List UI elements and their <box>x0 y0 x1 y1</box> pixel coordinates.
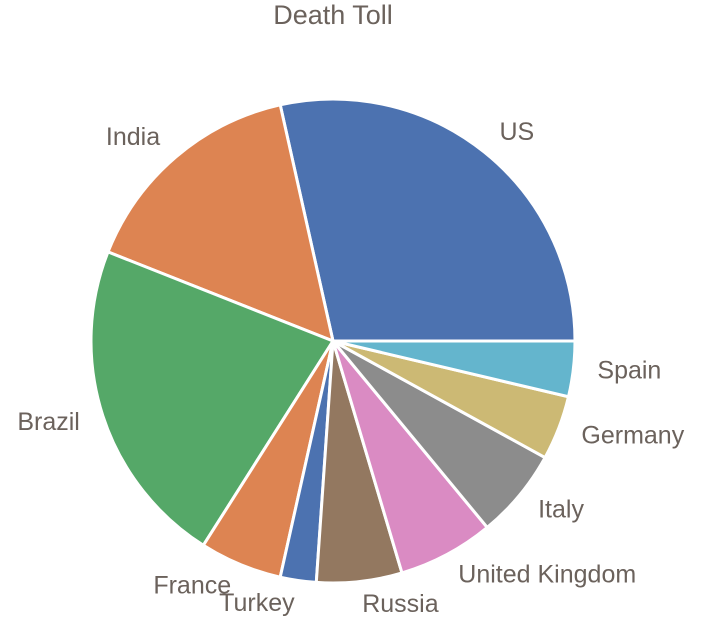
pie-label-italy: Italy <box>538 495 584 523</box>
pie-label-india: India <box>106 123 160 151</box>
chart-title: Death Toll <box>273 0 393 30</box>
pie-label-brazil: Brazil <box>17 408 80 436</box>
pie-slices <box>89 97 577 585</box>
pie-slice-spain <box>332 339 577 399</box>
pie-label-united-kingdom: United Kingdom <box>458 560 636 588</box>
pie-label-germany: Germany <box>581 421 684 449</box>
pie-slice-us <box>278 97 577 343</box>
pie-slice-india <box>106 103 336 344</box>
pie-label-russia: Russia <box>362 590 439 618</box>
pie-label-turkey: Turkey <box>219 589 295 617</box>
pie-label-us: US <box>499 118 534 146</box>
pie-label-spain: Spain <box>597 356 661 384</box>
pie-slice-brazil <box>89 249 336 548</box>
pie-label-france: France <box>153 572 231 600</box>
